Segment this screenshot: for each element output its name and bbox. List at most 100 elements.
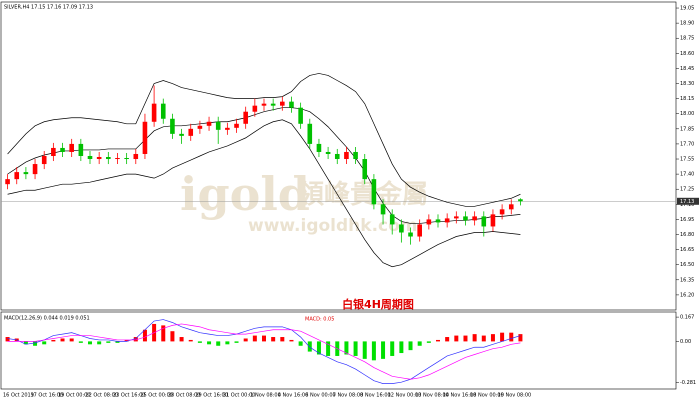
candle-body [243,111,248,124]
x-tick-label: 12 Nov 00:00 [388,393,422,399]
chart-title: SILVER,H4 17.15 17.16 17.09 17.13 [4,5,93,11]
macd-bar [262,335,266,342]
x-tick-label: 19 Oct 00:00 [58,393,91,399]
macd-annotation: MACD: 0.05 [305,317,334,323]
y-tick-label: 18.00 [680,111,694,117]
x-tick-label: 16 Oct 2019 [3,393,34,399]
candle-body [115,158,120,160]
candle-body [307,123,313,144]
macd-bar [436,339,440,342]
candle-body [408,232,413,237]
macd-bar [115,341,120,343]
macd-bar [445,337,450,342]
macd-bar [289,339,294,342]
candle-body [170,118,175,134]
watermark-url: www.igoldhk.com [248,216,418,236]
x-tick-label: 7 Nov 08:00 [333,393,364,399]
y-tick-label: 16.95 [680,217,694,223]
macd-line [7,323,521,380]
candle-body [78,143,84,156]
x-tick-label: 25 Oct 00:00 [140,393,173,399]
candle-body [417,224,422,237]
macd-bar [426,341,431,343]
macd-bar [500,332,505,342]
candle-body [518,199,523,202]
y-tick-label: 18.15 [680,96,694,102]
candle-body [151,103,157,122]
candle-body [106,157,111,160]
candle-body [197,125,203,129]
y-tick-label: -0.281 [680,380,696,386]
x-tick-label: 29 Oct 16:00 [195,393,228,399]
macd-line [7,319,521,384]
candle-body [298,107,303,124]
candle-body [472,216,477,221]
candle-body [252,105,258,112]
x-tick-label: 1 Nov 08:00 [250,393,281,399]
y-tick-label: 17.10 [680,202,694,208]
candle-body [426,219,432,225]
y-tick-label: 16.50 [680,262,694,268]
watermark-brand: igold [180,167,310,221]
bollinger-upper [7,73,521,207]
candle-body [179,133,184,136]
macd-bar [51,339,56,342]
macd-bar [280,337,285,342]
macd-bar [454,335,459,342]
macd-bar [42,341,47,345]
y-tick-label: 18.75 [680,36,694,42]
y-tick-label: 17.55 [680,157,694,163]
current-price-label: 17.13 [680,199,694,205]
macd-bar [399,341,404,354]
x-tick-label: 28 Oct 08:00 [168,393,201,399]
y-tick-label: 18.30 [680,81,694,87]
macd-bar [390,341,395,356]
macd-bar [197,341,202,343]
candle-body [463,216,468,221]
macd-bar [33,341,38,346]
current-price-box [677,197,699,205]
x-tick-label: 13 Nov 08:00 [415,393,449,399]
candle-body [444,218,450,223]
candle-body [87,155,93,160]
candle-body [215,121,221,130]
macd-bar [216,341,221,346]
macd-bar [362,341,367,359]
macd-bar [97,341,102,345]
macd-bar [417,341,422,346]
y-tick-label: 16.65 [680,247,694,253]
macd-bar [161,325,166,342]
y-tick-label: 0.00 [680,339,691,345]
candle-body [51,147,56,156]
candle-body [234,123,239,128]
macd-bar [106,341,111,343]
candle-body [14,172,20,180]
candle-body [380,204,386,215]
macd-bar [243,338,248,342]
candle-body [188,128,194,136]
x-tick-label: 18 Nov 00:00 [470,393,504,399]
candle-body [362,159,368,180]
macd-bar [142,329,147,342]
candle-body [69,143,74,152]
macd-bar [490,334,495,342]
macd-bar [188,339,193,342]
candle-body [133,153,139,160]
y-tick-label: 16.80 [680,232,694,238]
y-tick-label: 17.25 [680,187,694,193]
macd-bar [23,341,28,345]
y-tick-label: 18.90 [680,21,694,27]
candle-body [399,224,404,233]
bollinger-lower [7,119,521,268]
candle-body [508,204,514,210]
macd-bar [472,334,477,342]
candle-body [261,103,267,106]
x-tick-label: 6 Nov 00:00 [305,393,336,399]
candle-body [142,121,148,154]
macd-bar [5,337,10,342]
y-tick-label: 0.167 [680,315,694,321]
candle-body [499,209,505,215]
x-tick-label: 17 Oct 16:00 [30,393,63,399]
x-tick-label: 22 Oct 08:00 [85,393,118,399]
